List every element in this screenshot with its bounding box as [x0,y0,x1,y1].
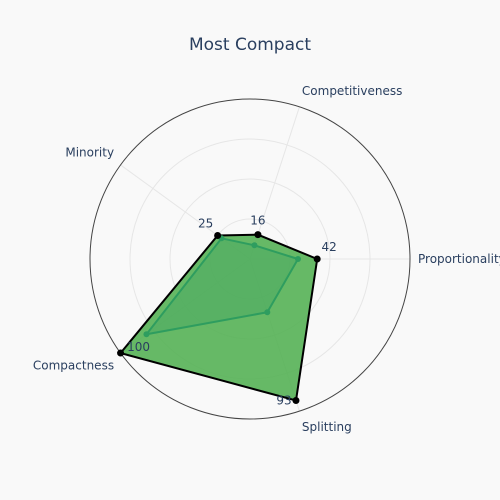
value-label-minority: 25 [198,216,213,230]
axis-labels: Proportionality Competitiveness Minority Co… [33,84,500,434]
outer-circle [89,98,411,420]
secondary-point-competitiveness [251,242,258,249]
axis-label-compactness: Compactness [33,359,114,373]
axis-label-splitting: Splitting [302,420,352,434]
series-layer: 42 16 25 100 93 [117,214,337,408]
secondary-point-compactness [143,331,150,338]
primary-point-proportionality [313,255,321,263]
series-primary-area [118,233,319,402]
series-secondary-area [144,237,300,336]
primary-point-splitting [292,397,300,405]
secondary-point-proportionality [295,256,301,262]
primary-point-compactness [117,349,125,357]
axis-label-proportionality: Proportionality [418,252,500,266]
value-label-proportionality: 42 [322,240,337,254]
primary-point-competitiveness [254,231,262,239]
value-label-compactness: 100 [127,340,150,354]
axis-label-minority: Minority [65,145,114,159]
primary-point-minority [214,231,222,239]
axis-label-competitiveness: Competitiveness [302,84,402,98]
value-label-splitting: 93 [276,394,291,408]
chart-title: Most Compact [189,35,311,55]
secondary-point-splitting [264,309,271,316]
value-label-competitiveness: 16 [250,214,265,228]
